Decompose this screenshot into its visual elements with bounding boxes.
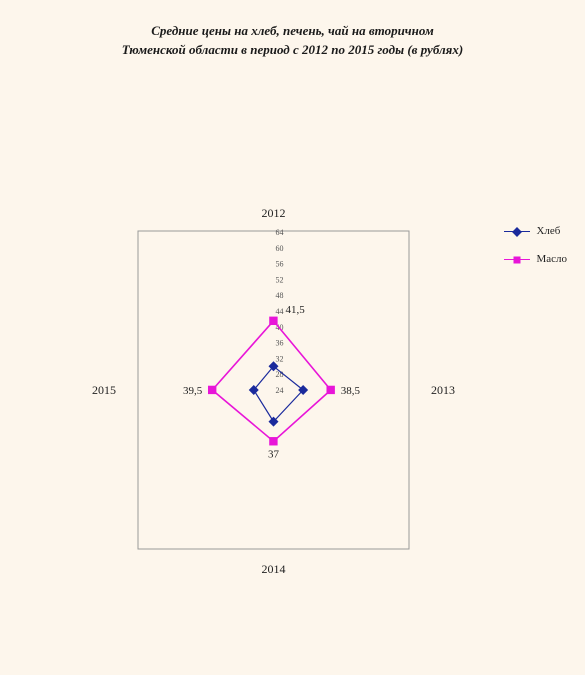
radar-chart: 2428323640444852566064201220132014201541… <box>0 0 585 675</box>
marker-square <box>208 386 216 394</box>
ring-label: 52 <box>276 275 284 284</box>
legend-line <box>504 259 530 260</box>
legend: Хлеб Масло <box>504 225 567 281</box>
axis-label-2014: 2014 <box>262 562 286 576</box>
diamond-icon <box>513 227 523 237</box>
ring-label: 36 <box>276 339 284 348</box>
marker-square <box>326 386 334 394</box>
ring-label: 48 <box>276 291 284 300</box>
axis-label-2013: 2013 <box>431 383 455 397</box>
ring-label: 64 <box>276 228 284 237</box>
ring-label: 44 <box>276 307 284 316</box>
ring-label: 24 <box>276 386 284 395</box>
ring-label: 56 <box>276 260 284 269</box>
legend-label: Масло <box>536 253 567 265</box>
axis-label-2012: 2012 <box>262 206 286 220</box>
legend-line <box>504 231 530 232</box>
data-label: 38,5 <box>341 385 361 397</box>
legend-item: Масло <box>504 253 567 265</box>
marker-square <box>269 437 277 445</box>
square-icon <box>514 256 521 263</box>
ring-label: 60 <box>276 244 284 253</box>
axis-label-2015: 2015 <box>92 383 116 397</box>
marker-square <box>269 317 277 325</box>
chart-frame <box>138 231 409 549</box>
data-label: 41,5 <box>286 304 306 316</box>
legend-label: Хлеб <box>536 225 560 237</box>
data-label: 39,5 <box>183 385 203 397</box>
data-label: 37 <box>268 448 280 460</box>
legend-item: Хлеб <box>504 225 567 237</box>
ring-label: 32 <box>276 354 284 363</box>
